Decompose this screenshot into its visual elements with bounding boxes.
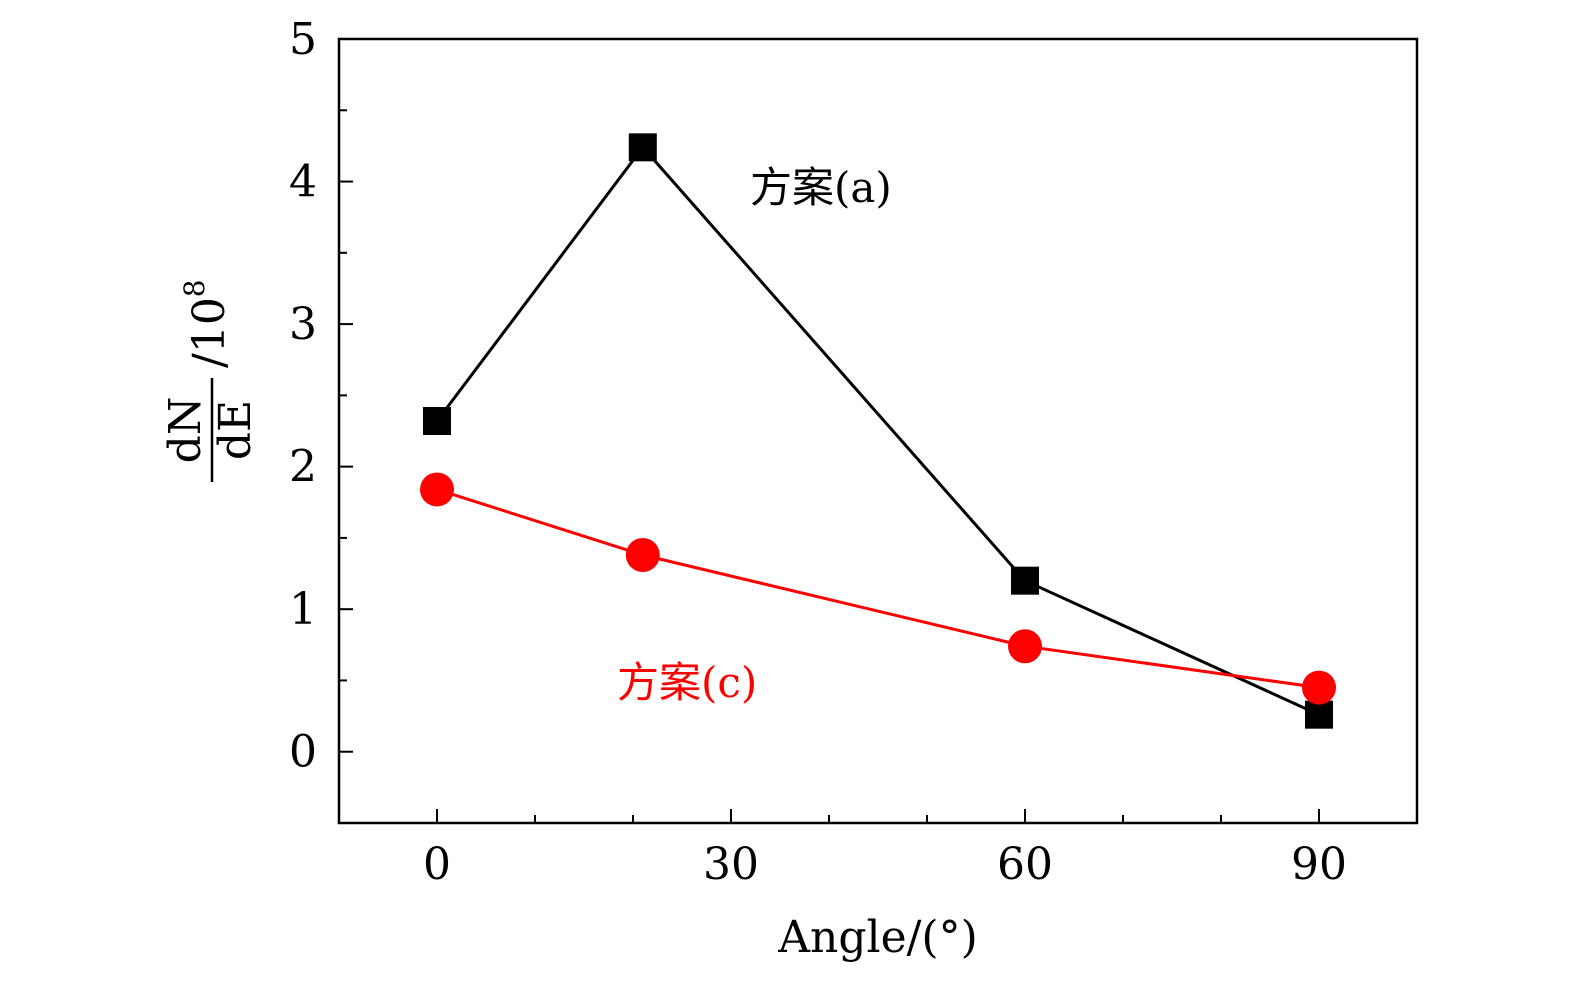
data-point <box>628 133 657 162</box>
data-point <box>1011 566 1039 595</box>
data-point <box>1008 629 1042 664</box>
y-axis-title: dN dE /108 <box>160 279 261 482</box>
annotation-series-a: 方案(a) <box>750 163 892 212</box>
data-point <box>420 472 454 507</box>
x-tick-label: 30 <box>703 839 759 890</box>
y-axis-title-scale: /108 <box>178 279 235 368</box>
x-tick-label: 60 <box>997 839 1053 890</box>
axis-ticks <box>339 38 1320 824</box>
annotation-series-c: 方案(c) <box>617 658 757 707</box>
y-tick-label: 4 <box>289 157 317 208</box>
y-axis-title-denominator: dE <box>210 400 261 460</box>
data-point <box>1302 670 1336 705</box>
x-tick-label: 0 <box>423 839 451 890</box>
series-0 <box>423 133 1333 729</box>
plot-frame <box>337 37 1419 825</box>
y-tick-label: 1 <box>289 584 317 635</box>
y-tick-label: 2 <box>289 442 317 493</box>
data-point <box>625 538 660 573</box>
y-tick-label: 0 <box>289 727 317 778</box>
series-line <box>435 144 1320 717</box>
data-point <box>423 407 451 436</box>
x-axis-title: Angle/(°) <box>777 912 978 963</box>
series-line <box>436 487 1320 690</box>
series-1 <box>420 472 1336 705</box>
y-tick-label: 5 <box>289 14 317 65</box>
y-axis-title-exponent: 8 <box>178 279 211 297</box>
data-point <box>1305 700 1333 729</box>
data-series <box>420 133 1336 729</box>
axis-tick-labels: 0 1 2 3 4 5 0 30 60 90 <box>289 14 1347 890</box>
y-tick-label: 3 <box>289 299 317 350</box>
x-tick-label: 90 <box>1291 839 1347 890</box>
y-axis-title-numerator: dN <box>160 397 211 464</box>
